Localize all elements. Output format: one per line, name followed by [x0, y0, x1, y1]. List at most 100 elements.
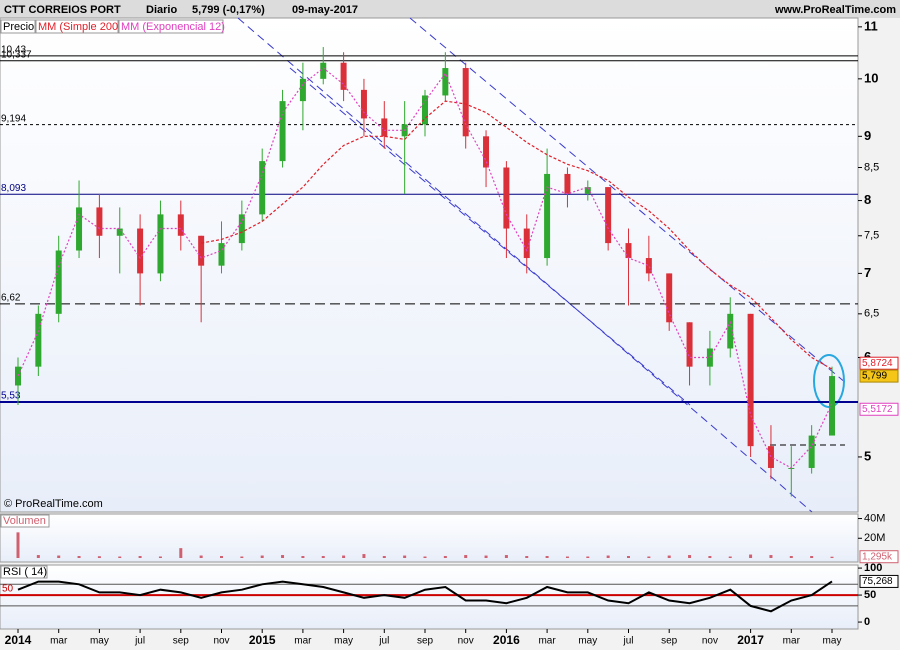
y-tick-label: 6,5: [864, 308, 879, 320]
candle-body: [666, 273, 673, 323]
legend: Precio MM (Simple 200) MM (Exponencial 1…: [0, 19, 225, 34]
x-tick-label: mar: [783, 636, 801, 647]
level-label: 8,093: [1, 183, 26, 194]
last-label-box: [859, 369, 899, 383]
candle-body: [584, 187, 591, 194]
x-tick-label: may: [334, 636, 353, 647]
volume-bar: [382, 556, 386, 558]
x-tick-label: mar: [50, 636, 68, 647]
candle-body: [157, 214, 164, 274]
x-tick-label: may: [823, 636, 842, 647]
volume-bar: [240, 556, 244, 558]
candle-body: [523, 228, 530, 259]
candle-body: [360, 89, 367, 119]
last-label-box: [859, 574, 899, 588]
y-tick-label: 100: [864, 562, 882, 574]
last-label: 5,5172: [862, 404, 893, 415]
y-tick-label: 20M: [864, 532, 885, 544]
rsi-midline-label: 50: [2, 584, 14, 595]
volume-bar: [342, 555, 346, 558]
volume-bar: [647, 556, 651, 558]
volume-bar: [220, 556, 223, 558]
y-tick-label: 9: [864, 128, 871, 143]
level-label: 10,43: [1, 45, 26, 56]
volume-bar: [199, 555, 203, 558]
candle-body: [829, 376, 835, 436]
legend-box: [0, 19, 36, 34]
volume-bar: [627, 556, 630, 558]
y-tick-label: 0: [864, 616, 870, 628]
volume-bar: [565, 556, 569, 558]
volume-bar: [118, 556, 122, 558]
x-tick-label: sep: [661, 636, 678, 647]
y-tick-label: 5: [864, 448, 871, 463]
x-tick-label: sep: [417, 636, 434, 647]
volume-bar: [830, 556, 834, 558]
x-tick-label: nov: [458, 636, 474, 647]
trend-channel: [237, 17, 847, 513]
candle-body: [747, 313, 754, 447]
rsi-panel: [0, 564, 859, 630]
candle-body: [177, 214, 184, 236]
volume-bar: [179, 548, 183, 558]
level-label: 5,53: [1, 391, 21, 402]
candle-body: [218, 243, 225, 266]
candle-body: [76, 207, 83, 251]
rsi-title: RSI ( 14): [3, 566, 47, 578]
volume-bar: [586, 556, 590, 558]
candle-body: [198, 235, 205, 266]
date: 09-may-2017: [292, 4, 358, 16]
rsi-line: [17, 580, 833, 613]
period: Diario: [146, 4, 177, 16]
header: CTT CORREIOS PORT Diario 5,799 (-0,17%) …: [4, 4, 896, 16]
volume-bar: [362, 554, 366, 558]
volume-bar: [525, 556, 529, 558]
volume-bar: [16, 532, 20, 558]
last-label: 5,8724: [862, 358, 893, 369]
legend-box: [35, 19, 119, 34]
volume-bar: [443, 556, 447, 558]
volume-bar: [77, 556, 81, 558]
volume-bar: [749, 554, 753, 558]
volume-bar: [688, 555, 692, 558]
candle-body: [706, 348, 713, 367]
volume-bar: [667, 555, 671, 558]
x-tick-label: 2015: [249, 633, 276, 647]
header-bar: [0, 0, 900, 18]
x-tick-label: jul: [134, 636, 145, 647]
volume-bar: [708, 556, 712, 558]
volume-bar: [810, 556, 814, 558]
candle-body: [320, 62, 327, 79]
candle-body: [503, 167, 510, 229]
last-price: 5,799 (-0,17%): [192, 4, 265, 16]
legend-box: [118, 19, 224, 34]
copyright: © ProRealTime.com: [4, 498, 103, 510]
last-label-box: [859, 356, 899, 370]
y-tick-label: 50: [864, 589, 876, 601]
x-tick-label: mar: [538, 636, 556, 647]
candle-body: [15, 366, 21, 386]
candle-body: [442, 68, 449, 96]
channel-line: [409, 17, 847, 384]
level-label: 9,194: [1, 113, 26, 124]
volume-bar: [97, 556, 101, 558]
x-tick-label: may: [90, 636, 109, 647]
panel-title-box: [0, 514, 50, 528]
last-label-box: [859, 402, 899, 416]
ma-line: [201, 100, 833, 370]
candle-body: [340, 62, 347, 90]
candle-body: [686, 322, 693, 367]
y-tick-label: 10: [864, 70, 878, 85]
legend-entry: Precio: [3, 21, 34, 33]
candle-body: [727, 313, 734, 349]
y-tick-label: 7,5: [864, 230, 879, 242]
candle-body: [544, 173, 551, 259]
volume-bar: [769, 555, 773, 558]
x-tick-label: nov: [213, 636, 229, 647]
volume-bar: [321, 556, 325, 558]
x-tick-label: mar: [294, 636, 312, 647]
y-tick-label: 8: [864, 192, 871, 207]
candle-body: [299, 78, 306, 102]
candle-body: [564, 173, 571, 194]
volume-bar: [606, 555, 610, 558]
